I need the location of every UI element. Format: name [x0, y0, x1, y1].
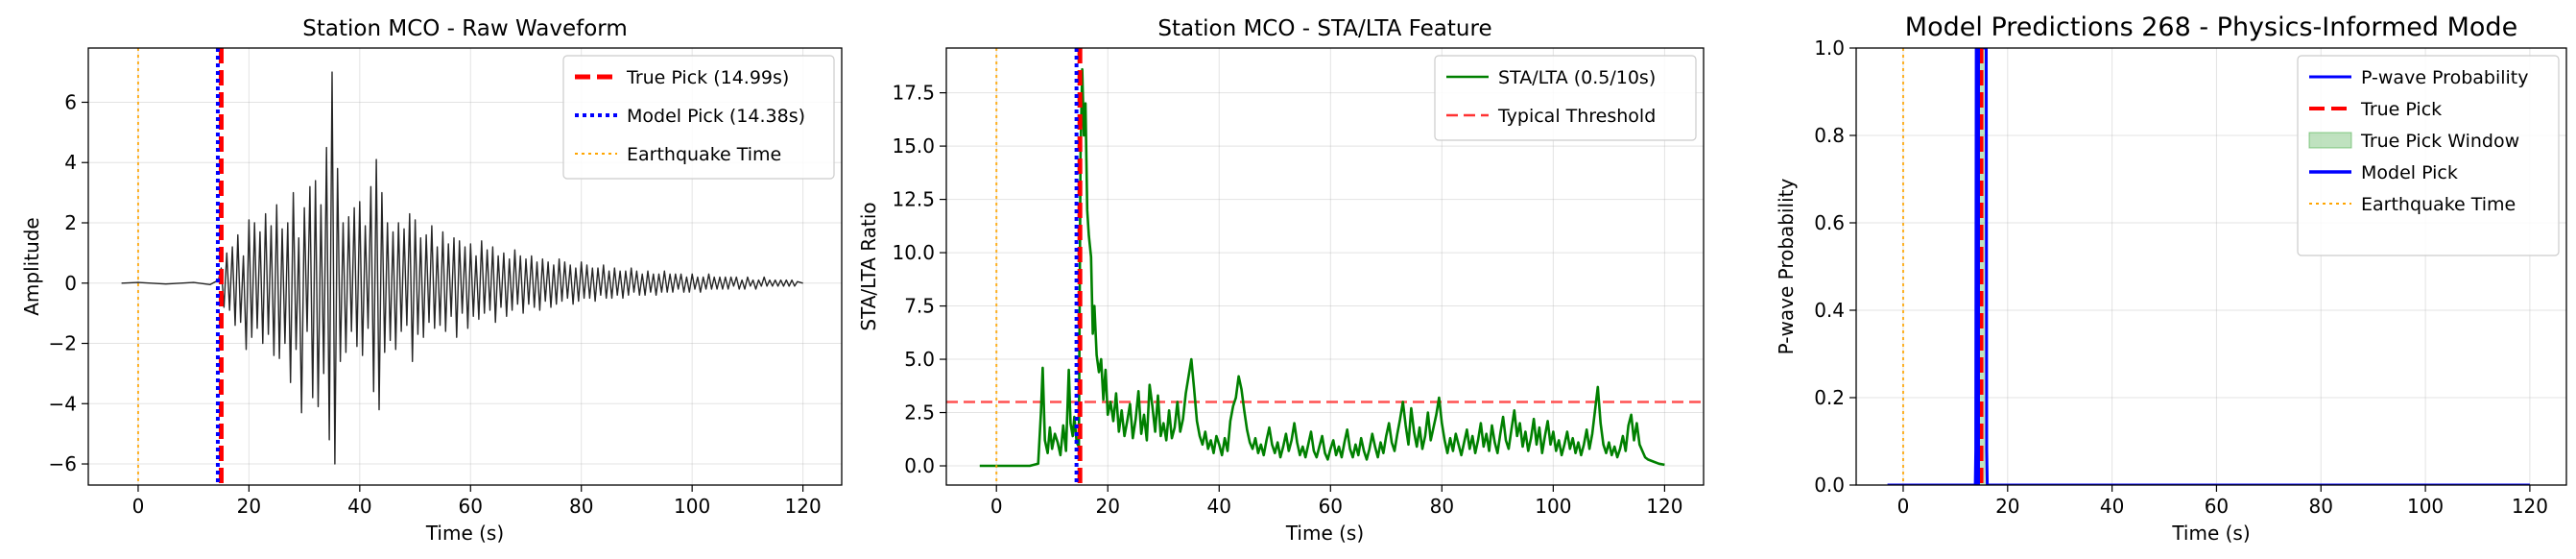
- y-ticks: −6 −4 −2 0 2 4 6: [49, 90, 88, 475]
- panel-raw-waveform: 0 20 40 60 80 100 120 −6 −4 −2 0 2 4 6 Station MCO -…: [20, 16, 843, 545]
- axes-frame: [945, 47, 1705, 486]
- y-axis-label: P-wave Probability: [1775, 179, 1798, 355]
- x-tick-label: 40: [347, 495, 371, 518]
- y-axis-label: Amplitude: [20, 217, 43, 316]
- y-tick-label: 1.0: [1814, 36, 1845, 60]
- y-tick-label: 5.0: [904, 348, 935, 371]
- x-tick-label: 40: [1207, 495, 1231, 518]
- legend: True Pick (14.99s) Model Pick (14.38s) E…: [562, 55, 835, 180]
- x-tick-label: 80: [1430, 495, 1454, 518]
- x-tick-label: 20: [1995, 495, 2019, 518]
- x-tick-label: 100: [1535, 495, 1571, 518]
- y-tick-label: 4: [64, 151, 77, 174]
- x-tick-label: 100: [2407, 495, 2444, 518]
- legend-entry-probability: P-wave Probability: [2361, 67, 2529, 88]
- x-axis-label: Time (s): [425, 522, 504, 545]
- x-tick-label: 20: [1096, 495, 1120, 518]
- y-tick-label: 2: [64, 211, 77, 234]
- legend-swatch-true-pick-window: [2308, 132, 2352, 149]
- plot-area: [946, 48, 1704, 485]
- y-tick-label: 0.8: [1814, 124, 1845, 147]
- x-ticks: 0 20 40 60 80 100 120: [132, 485, 822, 518]
- y-tick-label: 2.5: [904, 401, 935, 425]
- y-tick-label: 0.0: [1814, 474, 1845, 497]
- x-tick-label: 60: [459, 495, 483, 518]
- x-tick-label: 80: [2309, 495, 2333, 518]
- y-tick-label: −2: [49, 332, 77, 355]
- legend-entry-model-pick: Model Pick (14.38s): [627, 106, 805, 127]
- y-tick-label: 0: [64, 272, 77, 295]
- x-ticks: 0 20 40 60 80 100 120: [990, 485, 1682, 518]
- axes-frame: [87, 47, 843, 486]
- legend-entry-earthquake-time: Earthquake Time: [627, 144, 781, 165]
- chart-title: Station MCO - Raw Waveform: [302, 16, 627, 41]
- legend-box: [562, 55, 835, 180]
- y-tick-label: 0.4: [1814, 299, 1845, 322]
- sta-lta-line: [979, 67, 1665, 468]
- x-tick-label: 120: [2512, 495, 2548, 518]
- chart-title: Station MCO - STA/LTA Feature: [1157, 16, 1491, 41]
- y-tick-label: 0.0: [904, 454, 935, 477]
- y-tick-label: 6: [64, 90, 77, 113]
- y-tick-label: −4: [49, 392, 77, 415]
- x-tick-label: 0: [132, 495, 145, 518]
- y-ticks: 0.0 0.2 0.4 0.6 0.8 1.0: [1814, 36, 1856, 497]
- y-tick-label: 12.5: [892, 188, 935, 211]
- chart-title: Model Predictions 268 - Physics-Informed…: [1905, 12, 2517, 42]
- legend-entry-true-pick: True Pick: [2360, 99, 2442, 120]
- x-tick-label: 0: [990, 495, 1003, 518]
- legend: P-wave Probability True Pick True Pick W…: [2297, 55, 2560, 256]
- axes-frame: [1855, 47, 2567, 486]
- x-axis-label: Time (s): [1285, 522, 1364, 545]
- x-axis-label: Time (s): [2171, 522, 2250, 545]
- y-tick-label: −6: [49, 452, 77, 475]
- plot-area: [121, 48, 803, 485]
- y-tick-label: 0.2: [1814, 386, 1845, 409]
- x-tick-label: 40: [2100, 495, 2124, 518]
- x-tick-label: 0: [1897, 495, 1910, 518]
- y-axis-label: STA/LTA Ratio: [857, 202, 880, 330]
- x-tick-label: 120: [1646, 495, 1682, 518]
- x-tick-label: 60: [2205, 495, 2229, 518]
- panel-model-predictions: 0 20 40 60 80 100 120 0.0 0.2 0.4 0.6 0.8 1.0 Model…: [1775, 12, 2567, 545]
- legend: STA/LTA (0.5/10s) Typical Threshold: [1434, 55, 1697, 141]
- x-tick-label: 120: [785, 495, 822, 518]
- legend-box: [1434, 55, 1697, 141]
- legend-entry-earthquake-time: Earthquake Time: [2361, 194, 2516, 215]
- legend-entry-true-pick: True Pick (14.99s): [626, 67, 789, 88]
- p-wave-probability-line: [1887, 48, 2530, 485]
- x-tick-label: 100: [674, 495, 710, 518]
- legend-entry-true-pick-window: True Pick Window: [2360, 131, 2519, 152]
- legend-entry-model-pick: Model Pick: [2361, 162, 2458, 183]
- y-ticks: 0.0 2.5 5.0 7.5 10.0 12.5 15.0 17.5: [892, 82, 946, 477]
- y-tick-label: 0.6: [1814, 211, 1845, 234]
- y-tick-label: 10.0: [892, 241, 935, 264]
- legend-entry-sta-lta: STA/LTA (0.5/10s): [1498, 67, 1656, 88]
- plot-area: [1887, 48, 2530, 485]
- y-tick-label: 7.5: [904, 295, 935, 318]
- x-tick-label: 60: [1319, 495, 1343, 518]
- legend-entry-threshold: Typical Threshold: [1497, 106, 1656, 127]
- panel-sta-lta: 0 20 40 60 80 100 120 0.0 2.5 5.0 7.5 10.0 12.5 15.0…: [857, 16, 1705, 545]
- true-pick-window: [1977, 48, 1986, 485]
- y-tick-label: 17.5: [892, 82, 935, 105]
- x-tick-label: 80: [569, 495, 593, 518]
- y-tick-label: 15.0: [892, 134, 935, 158]
- waveform-line: [121, 71, 803, 465]
- legend-box: [2297, 55, 2560, 256]
- x-tick-label: 20: [237, 495, 261, 518]
- x-ticks: 0 20 40 60 80 100 120: [1897, 485, 2548, 518]
